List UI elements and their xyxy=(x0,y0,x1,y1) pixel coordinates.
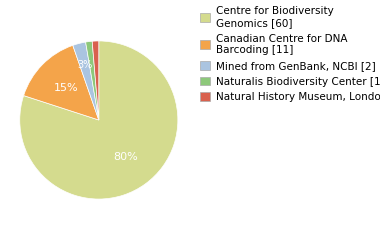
Wedge shape xyxy=(86,41,99,120)
Text: 80%: 80% xyxy=(113,152,138,162)
Text: 15%: 15% xyxy=(54,83,78,93)
Wedge shape xyxy=(73,42,99,120)
Wedge shape xyxy=(20,41,178,199)
Text: 3%: 3% xyxy=(77,60,92,70)
Wedge shape xyxy=(92,41,99,120)
Wedge shape xyxy=(24,45,99,120)
Legend: Centre for Biodiversity
Genomics [60], Canadian Centre for DNA
Barcoding [11], M: Centre for Biodiversity Genomics [60], C… xyxy=(199,5,380,103)
